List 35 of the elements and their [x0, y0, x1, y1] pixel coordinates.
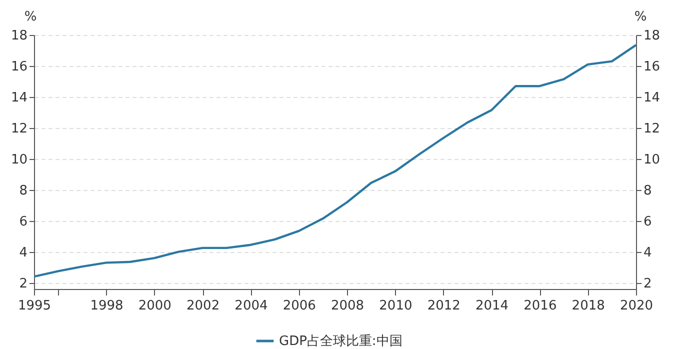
- x-tick-label: 1998: [90, 298, 124, 314]
- y2-tick-label: 10: [644, 152, 660, 168]
- y2-tick-label: 14: [644, 90, 660, 106]
- x-tick-label: 2010: [379, 298, 412, 314]
- x-tick-label: 2012: [427, 298, 460, 314]
- x-tick-label: 2006: [282, 298, 316, 314]
- x-tick-label: 2004: [234, 298, 268, 314]
- x-tick-label: 2018: [572, 298, 605, 314]
- y2-tick-label: 16: [644, 59, 660, 74]
- legend-label: GDP占全球比重:中国: [279, 334, 402, 349]
- y-axis-title: %: [24, 10, 37, 24]
- y2-tick-label: 2: [644, 276, 652, 292]
- y-tick-label: 12: [10, 121, 28, 136]
- x-tick-label: 2014: [475, 298, 509, 314]
- line-series: [34, 44, 636, 278]
- x-tick-label: 2008: [330, 298, 364, 314]
- y-tick-label: 18: [10, 28, 28, 44]
- y2-axis-title: %: [634, 10, 647, 24]
- x-tick-label: 2016: [524, 298, 557, 314]
- x-tick-label: 2002: [186, 298, 220, 314]
- x-tick-label: 1995: [18, 298, 52, 314]
- x-tick-label: 2000: [138, 298, 172, 314]
- y2-tick-label: 6: [644, 214, 652, 230]
- y2-tick-label: 18: [644, 28, 660, 44]
- y-tick-label: 16: [10, 59, 28, 74]
- y2-tick-label: 12: [644, 121, 660, 136]
- x-tick-label: 2020: [620, 298, 654, 314]
- y-tick-label: 6: [19, 214, 28, 230]
- y-tick-label: 8: [19, 183, 28, 198]
- y-tick-label: 10: [10, 152, 28, 168]
- y2-tick-label: 4: [644, 245, 652, 260]
- y2-tick-label: 8: [644, 183, 652, 198]
- y-tick-label: 4: [19, 245, 28, 260]
- y-tick-label: 14: [10, 90, 28, 106]
- y-tick-label: 2: [19, 276, 28, 292]
